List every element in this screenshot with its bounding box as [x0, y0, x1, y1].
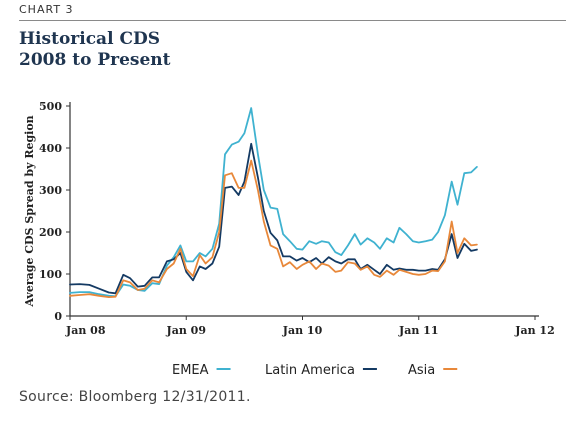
chart-title-line: Historical CDS — [19, 29, 160, 49]
y-tick-label: 500 — [39, 100, 62, 113]
legend-label: Latin America — [265, 363, 355, 378]
chart-subtitle-line: 2008 to Present — [19, 50, 171, 70]
x-tick-label: Jan 12 — [514, 324, 554, 337]
header-rule — [19, 20, 566, 21]
y-tick-label: 400 — [39, 142, 62, 155]
source-note: Source: Bloomberg 12/31/2011. — [19, 389, 251, 405]
y-tick-label: 100 — [39, 268, 62, 281]
legend-label: EMEA — [172, 363, 209, 378]
x-tick-label: Jan 08 — [65, 324, 106, 337]
cds-line-chart: 0 100 200 300 400 500 Jan 08 Jan 09 Jan 10 Jan 11… — [23, 100, 555, 378]
series-line-latin-america — [69, 142, 478, 295]
y-tick-label: 0 — [54, 310, 62, 323]
y-tick-label: 300 — [39, 184, 62, 197]
series-line-emea — [69, 107, 478, 298]
x-tick-label: Jan 10 — [282, 324, 323, 337]
x-tick-label: Jan 11 — [398, 324, 438, 337]
y-axis-label: Average CDS Spread by Region — [23, 115, 36, 307]
y-tick-label: 200 — [39, 226, 62, 239]
chart-number-label: CHART 3 — [19, 3, 74, 16]
series-line-asia — [69, 159, 478, 298]
legend-label: Asia — [408, 363, 435, 378]
chart-title: Historical CDS 2008 to Present — [19, 29, 171, 71]
x-tick-label: Jan 09 — [166, 324, 206, 337]
